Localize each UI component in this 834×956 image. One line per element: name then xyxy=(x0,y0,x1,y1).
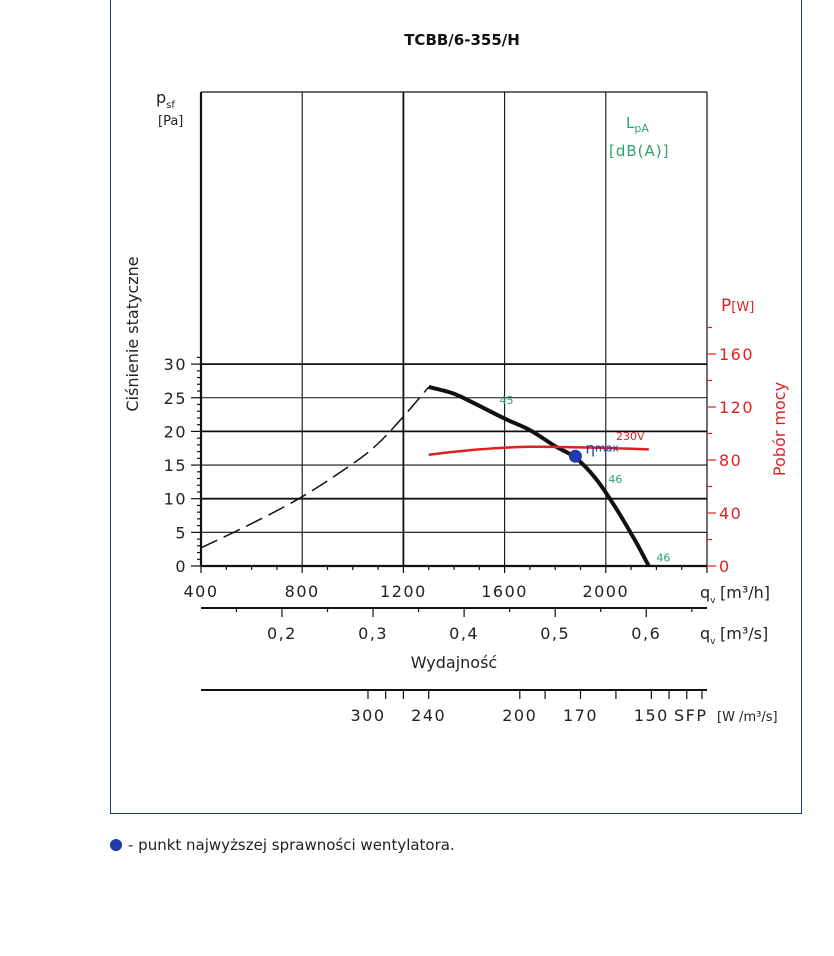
x-axis-label: Wydajność xyxy=(411,653,497,672)
chart-title: TCBB/6-355/H xyxy=(404,31,520,49)
y-axis-unit: [Pa] xyxy=(158,114,183,129)
x2-tick-label: 0,3 xyxy=(358,624,388,643)
x2-tick-label: 0,2 xyxy=(267,624,297,643)
x-tick-label: 2000 xyxy=(582,582,629,601)
noise-label: LpA xyxy=(626,114,649,135)
x-tick-label: 800 xyxy=(285,582,320,601)
noise-value-label: 46 xyxy=(656,551,670,564)
y-tick-label: 10 xyxy=(164,490,187,509)
sfp-label: SFP xyxy=(674,706,708,725)
x-axis-unit-h: [m³/h] xyxy=(720,583,770,602)
y-axis-label: Ciśnienie statyczne xyxy=(123,256,142,411)
pressure-curve-unstable xyxy=(200,386,430,549)
y2-tick-label: 160 xyxy=(719,345,754,364)
y-tick-label: 5 xyxy=(175,523,187,542)
noise-unit: [dB(A)] xyxy=(609,142,669,160)
y2-tick-label: 120 xyxy=(719,398,754,417)
sfp-tick-label: 300 xyxy=(350,706,385,725)
sfp-tick-label: 170 xyxy=(563,706,598,725)
y2-tick-label: 80 xyxy=(719,451,742,470)
y-tick-label: 15 xyxy=(164,456,187,475)
sfp-tick-label: 150 xyxy=(634,706,669,725)
y2-tick-label: 0 xyxy=(719,557,731,576)
power-curve-label: 230V xyxy=(616,430,645,443)
sfp-unit: [W /m³/s] xyxy=(717,710,778,725)
legend-note-text: - punkt najwyższej sprawności wentylator… xyxy=(128,836,455,854)
y-axis-symbol: psf xyxy=(156,88,175,111)
x-axis-unit-s: [m³/s] xyxy=(720,624,768,643)
sfp-tick-label: 200 xyxy=(502,706,537,725)
y-tick-label: 30 xyxy=(164,355,187,374)
y-tick-label: 25 xyxy=(164,389,187,408)
y2-tick-label: 40 xyxy=(719,504,742,523)
x-tick-label: 400 xyxy=(183,582,218,601)
legend-note: - punkt najwyższej sprawności wentylator… xyxy=(110,836,455,854)
sfp-tick-label: 240 xyxy=(411,706,446,725)
y2-axis-unit: P[W] xyxy=(721,296,754,316)
x2-tick-label: 0,4 xyxy=(449,624,479,643)
noise-value-label: 45 xyxy=(500,394,514,407)
eta-max-label: ηmax xyxy=(585,439,619,457)
x-tick-label: 1200 xyxy=(380,582,427,601)
x2-tick-label: 0,5 xyxy=(540,624,570,643)
eta-max-point xyxy=(568,449,582,463)
x-tick-label: 1600 xyxy=(481,582,528,601)
power-curve xyxy=(428,445,649,456)
x2-tick-label: 0,6 xyxy=(631,624,661,643)
noise-value-label: 46 xyxy=(608,473,622,486)
y-tick-label: 20 xyxy=(164,422,187,441)
eta-max-dot-icon xyxy=(110,839,122,851)
y-tick-label: 0 xyxy=(175,557,187,576)
y2-axis-label: Pobór mocy xyxy=(770,382,789,476)
x-axis-unit-h-symbol: qv xyxy=(700,583,716,606)
x-axis-unit-s-symbol: qv xyxy=(700,624,716,647)
chart-frame xyxy=(110,0,802,814)
